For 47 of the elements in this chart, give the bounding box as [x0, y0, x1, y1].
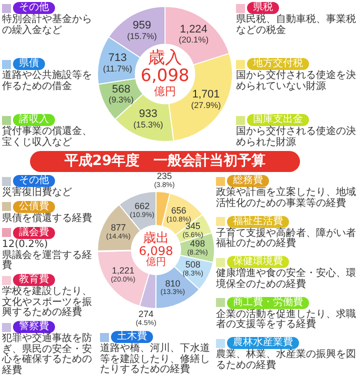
text: 特別会計や基金からの繰入金など: [2, 14, 93, 36]
text: 農業、林業、水産業の振興を図るための経費: [216, 349, 357, 371]
text: 貸付事業の償還金、宝くじ収入など: [2, 126, 93, 148]
text: 子育て支援や高齢者、障がい者福祉のための経費: [216, 228, 357, 250]
legend-label: 商工費・労働費: [227, 296, 309, 308]
legend-label: 福祉生活費: [227, 216, 289, 228]
text: 国から交付される使途の決められた財源: [236, 126, 357, 148]
text: 道路や橋、河川、下水道等を建設したり、修繕したりするための経費: [100, 343, 211, 376]
text: 県債を償還する経費: [2, 212, 93, 224]
legend-label: 議会費: [13, 226, 55, 239]
text: 歳入: [148, 48, 182, 68]
legend-label: その他: [13, 175, 55, 187]
text: 県民税、自動車税、事業税などの税金: [236, 14, 357, 36]
text: 6,098: [140, 66, 190, 86]
data-label: 933 (15.3%): [133, 108, 164, 130]
legend-label: 地方交付税: [247, 58, 309, 70]
chart-title: 平成29年度 一般会計当初予算: [30, 151, 300, 172]
text: 企業の活動を促進したり、求職者の支援等をする経費: [216, 308, 357, 330]
data-label: 568 (9.3%): [108, 83, 134, 105]
text: 災害復旧費など: [2, 187, 73, 198]
text: 歳出: [142, 230, 169, 246]
legend-label: 県債: [13, 58, 45, 70]
legend-label: 土木費: [111, 331, 153, 343]
legend-label: 保健環境費: [227, 256, 289, 268]
text: 国から交付される使途を決められていない財源: [236, 70, 357, 92]
legend-label: 県税: [247, 2, 279, 14]
legend-label: 農林水産業費: [227, 337, 299, 349]
legend-label: 警察費: [13, 321, 55, 333]
legend-label: 国庫支出金: [247, 114, 309, 126]
data-label: 959 (15.7%): [127, 20, 158, 42]
legend-label: 総務費: [227, 175, 269, 187]
data-label: 1,701 (27.9%): [191, 88, 222, 110]
text: 億円: [146, 256, 166, 268]
text: 道路や公共施設等を作るための借金: [2, 70, 93, 92]
legend-label: 諸収入: [13, 114, 55, 126]
text: 健康増進や食の安全・安心、環境保全のための経費: [216, 268, 357, 290]
text: 犯罪や交通事故を防ぎ、県民の安全・安心を確保するための経費: [2, 333, 93, 376]
text: 学校を建設したり、文化やスポーツを振興するための経費: [2, 286, 93, 319]
legend-label: 公債費: [13, 200, 55, 213]
legend-label: その他: [13, 2, 55, 14]
data-label: 1,224 (20.1%): [178, 23, 209, 45]
text: 県議会を運営する経費: [2, 250, 93, 272]
data-label: 713 (11.7%): [102, 52, 132, 74]
data-label: 12(0.2%): [2, 238, 49, 250]
text: 億円: [154, 85, 176, 98]
text: 政策や計画を立案したり、地域活性化のための事業等の経費: [216, 187, 357, 209]
legend-label: 教育費: [13, 274, 55, 286]
